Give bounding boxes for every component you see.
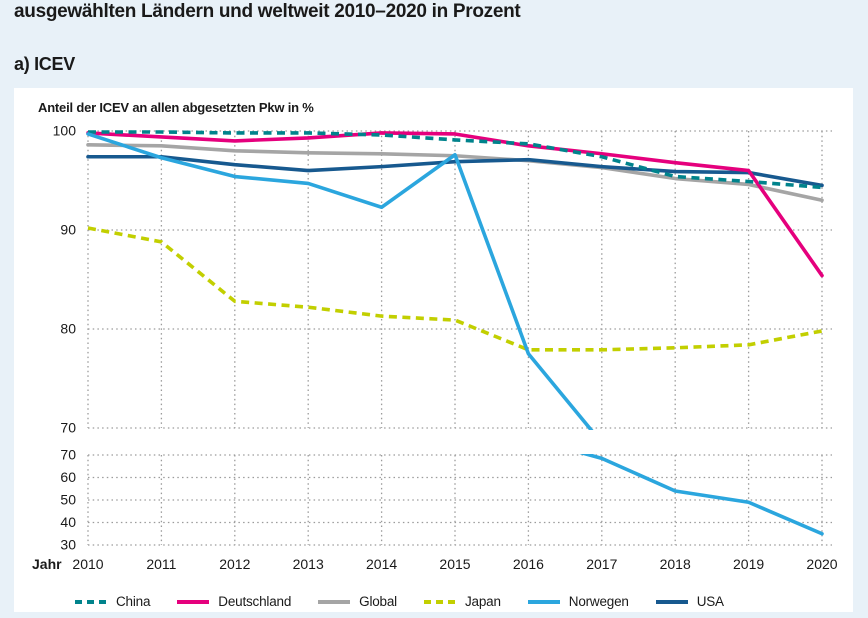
legend-swatch-global: [318, 599, 351, 604]
legend-label-norwegen: Norwegen: [568, 594, 629, 609]
legend-swatch-norwegen: [527, 599, 560, 604]
x-tick-2012: 2012: [219, 556, 250, 572]
series-line-usa-upper: [86, 154, 824, 188]
y-tick-lower-50: 50: [60, 492, 76, 508]
series-line-japan-upper: [87, 226, 823, 352]
x-tick-2018: 2018: [660, 556, 691, 572]
legend-item-usa: USA: [655, 594, 724, 609]
x-tick-2016: 2016: [513, 556, 544, 572]
line-chart: 100 90 80 70 70 60 50 40 30 2010 2011 2012 2013 2014 2…: [32, 123, 838, 573]
page-title: ausgewählten Ländern und weltweit 2010–2…: [14, 1, 521, 22]
chart-card: Anteil der ICEV an allen abgesetzten Pkw…: [14, 88, 853, 612]
series-line-deutschland-upper: [86, 131, 824, 278]
y-tick-upper-90: 90: [60, 222, 76, 238]
x-tick-2015: 2015: [439, 556, 470, 572]
x-tick-2014: 2014: [366, 556, 397, 572]
y-tick-lower-30: 30: [60, 537, 76, 553]
chart-title: Anteil der ICEV an allen abgesetzten Pkw…: [38, 100, 314, 115]
series-line-norwegen-upper: [86, 132, 594, 430]
legend-label-china: China: [116, 594, 151, 609]
legend-item-japan: Japan: [423, 594, 501, 609]
legend-label-usa: USA: [696, 594, 724, 609]
y-tick-lower-40: 40: [60, 514, 76, 530]
y-tick-upper-80: 80: [60, 321, 76, 337]
y-tick-upper-100: 100: [53, 123, 77, 139]
legend-label-deutschland: Deutschland: [218, 594, 292, 609]
legend-item-deutschland: Deutschland: [176, 594, 291, 609]
legend-swatch-deutschland: [177, 599, 210, 604]
y-tick-lower-70: 70: [60, 447, 76, 463]
chart-legend: China Deutschland Global Japan Norwegen USA: [74, 594, 724, 609]
y-tick-upper-70: 70: [60, 420, 76, 436]
x-tick-2020: 2020: [806, 556, 837, 572]
legend-label-global: Global: [359, 594, 397, 609]
x-tick-2011: 2011: [146, 556, 176, 572]
legend-swatch-japan: [423, 599, 456, 604]
x-tick-2019: 2019: [733, 556, 764, 572]
legend-item-china: China: [74, 594, 150, 609]
series-line-norwegen-lower: [579, 454, 824, 536]
legend-item-norwegen: Norwegen: [527, 594, 629, 609]
x-tick-2013: 2013: [293, 556, 324, 572]
legend-item-global: Global: [317, 594, 397, 609]
page-subtitle: a) ICEV: [14, 54, 75, 74]
legend-swatch-china: [75, 599, 107, 604]
series-line-china-upper: [88, 130, 823, 190]
x-tick-2017: 2017: [586, 556, 617, 572]
legend-label-japan: Japan: [464, 594, 501, 609]
y-tick-lower-60: 60: [60, 469, 76, 485]
x-axis-label: Jahr: [32, 556, 62, 572]
legend-swatch-usa: [655, 599, 688, 604]
x-tick-2010: 2010: [72, 556, 103, 572]
